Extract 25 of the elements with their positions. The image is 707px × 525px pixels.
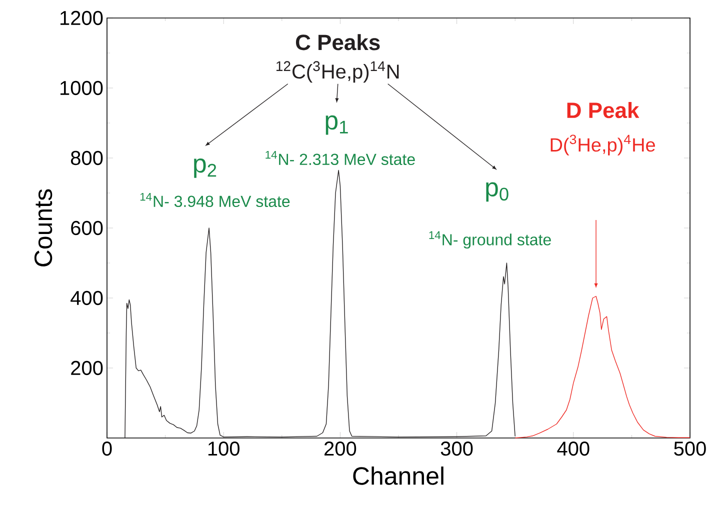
- annotation: p$_{0}$: [486, 182, 508, 202]
- y-tick-label: 1000: [60, 80, 103, 96]
- x-tick-label: 400: [557, 442, 590, 456]
- y-tick-label: 200: [71, 360, 103, 376]
- y-tick-label: 1200: [60, 10, 103, 26]
- annotation: D($^{3}$He,p)$^{4}$He: [550, 134, 655, 156]
- x-tick-label: 300: [440, 442, 473, 456]
- annotation: p$_{1}$: [326, 115, 348, 135]
- y-tick-label: 600: [71, 220, 103, 236]
- x-tick-label: 100: [208, 442, 240, 456]
- annotation: p$_{2}$: [194, 158, 216, 178]
- annotation: D Peak: [567, 102, 640, 118]
- annotation: $^{14}$N- 3.948 MeV state: [140, 192, 290, 208]
- x-tick-label: 500: [674, 442, 706, 456]
- annotation: $^{14}$N- 2.313 MeV state: [266, 150, 415, 166]
- annotation: $^{12}$C($^{3}$He,p)$^{14}$N: [276, 61, 399, 83]
- x-tick-label: 0: [102, 442, 112, 456]
- annotation: $^{14}$N- ground state: [429, 231, 551, 249]
- y-tick-label: 400: [70, 290, 103, 306]
- x-tick-label: 200: [324, 442, 356, 456]
- x-axis-title: Channel: [353, 466, 444, 485]
- line-series: [514, 296, 690, 438]
- annotation: C Peaks: [296, 34, 380, 50]
- y-tick-label: 800: [70, 150, 103, 166]
- y-axis-title: Counts: [34, 189, 52, 266]
